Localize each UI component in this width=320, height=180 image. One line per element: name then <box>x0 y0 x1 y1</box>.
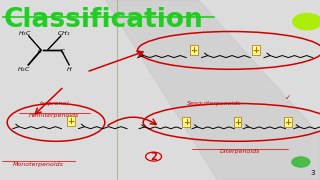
Text: Hemiterpenoids: Hemiterpenoids <box>29 113 80 118</box>
Text: $CH_2$: $CH_2$ <box>57 29 70 38</box>
Text: $H_2C$: $H_2C$ <box>17 65 31 74</box>
Text: Isoprene/: Isoprene/ <box>40 101 69 106</box>
Text: Classification: Classification <box>3 7 203 33</box>
Text: +: + <box>68 117 75 126</box>
Text: $H_3C$: $H_3C$ <box>18 29 32 38</box>
Circle shape <box>292 157 310 167</box>
Text: +: + <box>183 118 190 127</box>
Text: $H$: $H$ <box>66 65 73 73</box>
Text: 2: 2 <box>150 152 157 162</box>
Circle shape <box>293 14 320 30</box>
Text: Diterpenoids: Diterpenoids <box>220 149 260 154</box>
Text: +: + <box>284 118 292 127</box>
Text: +: + <box>234 118 241 127</box>
Text: 3: 3 <box>311 170 315 176</box>
Text: +: + <box>190 46 197 55</box>
Text: $C$: $C$ <box>37 47 43 55</box>
Polygon shape <box>106 0 320 180</box>
Text: Sesquiterpenoids: Sesquiterpenoids <box>187 101 242 106</box>
Text: +: + <box>252 46 260 55</box>
Text: $C$: $C$ <box>60 47 66 55</box>
Text: ✓: ✓ <box>285 95 291 101</box>
Text: Monoterpenoids: Monoterpenoids <box>13 162 64 167</box>
